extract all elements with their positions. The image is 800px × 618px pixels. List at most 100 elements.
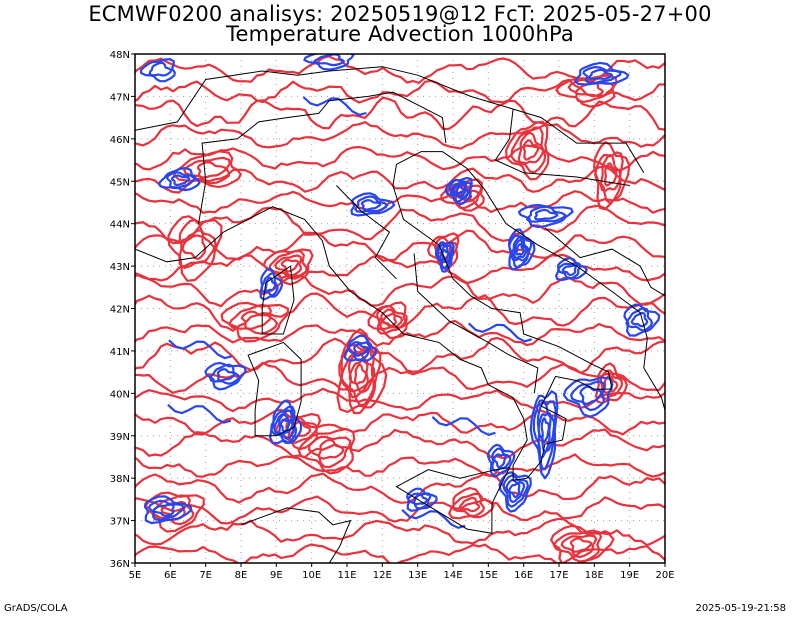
- chart-title-line2: Temperature Advection 1000hPa: [226, 22, 574, 46]
- y-tick-label: 48N: [110, 50, 130, 61]
- warm-advection-contours: [135, 55, 665, 563]
- swiss-border: [135, 70, 298, 131]
- cold-contour-core: [510, 235, 530, 262]
- cold-contour-core: [502, 474, 529, 508]
- cold-contour-core: [407, 492, 432, 510]
- warm-contour-line: [135, 292, 665, 332]
- lat-lon-grid: [135, 54, 665, 563]
- warm-contour-core: [552, 529, 602, 563]
- y-tick-label: 47N: [110, 92, 130, 103]
- warm-contour-core: [555, 74, 618, 108]
- cold-contour-core: [534, 208, 559, 221]
- warm-contour-core: [595, 362, 628, 405]
- italy-coastline: [223, 151, 613, 481]
- cold-contour-core: [143, 495, 193, 525]
- warm-contour-line: [135, 495, 665, 525]
- cold-contour-core: [625, 307, 654, 332]
- cold-contour-core: [579, 385, 603, 405]
- cold-contour-core: [449, 180, 469, 200]
- y-tick-label: 37N: [110, 517, 130, 528]
- warm-contour-core: [262, 248, 314, 286]
- cold-contour-core: [209, 363, 240, 385]
- cold-contour-core: [508, 482, 521, 499]
- warm-contour-line: [135, 517, 665, 547]
- cold-contour-core: [526, 205, 567, 223]
- cold-contour-core: [158, 166, 201, 192]
- cold-contour-core: [273, 409, 296, 440]
- warm-contour-core: [353, 363, 368, 385]
- warm-contour-core: [308, 435, 352, 469]
- x-tick-label: 12E: [373, 570, 392, 581]
- cold-contour-core: [303, 54, 355, 71]
- cold-contour-core: [313, 54, 345, 67]
- cold-contour-core: [434, 241, 455, 273]
- cold-contour-core: [588, 68, 614, 80]
- cold-contour-core: [555, 256, 588, 282]
- y-tick-label: 36N: [110, 559, 130, 570]
- warm-contour-core: [458, 496, 481, 513]
- warm-contour-line: [135, 428, 665, 460]
- cold-contour-core: [498, 471, 532, 513]
- cold-contour-core: [444, 176, 473, 206]
- corsica-coastline: [261, 265, 295, 335]
- warm-contour-core: [599, 369, 623, 401]
- warm-contour-line: [135, 387, 665, 413]
- tunisia-coastline: [240, 507, 352, 563]
- cold-contour-core: [630, 311, 649, 328]
- cold-contour-core: [412, 493, 429, 506]
- cold-contour-core: [452, 183, 467, 198]
- y-tick-label: 42N: [110, 305, 130, 316]
- warm-contour-line: [135, 472, 665, 504]
- warm-contour-core: [376, 305, 408, 335]
- cold-contour-core: [264, 276, 277, 292]
- cold-contour-core: [278, 413, 294, 436]
- cold-contour-core: [139, 58, 176, 83]
- cold-contour-core: [570, 380, 606, 412]
- warm-contour-core: [440, 178, 485, 212]
- cold-contour-core: [486, 443, 516, 478]
- x-tick-label: 7E: [199, 570, 212, 581]
- warm-contour-line: [135, 144, 665, 172]
- cold-contour-core: [353, 343, 369, 357]
- warm-contour-line: [135, 204, 665, 245]
- cold-contour-core: [517, 203, 574, 229]
- cold-contour-core: [439, 244, 452, 264]
- cold-contour-core: [166, 171, 197, 190]
- warm-contour-line: [135, 121, 665, 150]
- y-tick-label: 46N: [110, 135, 130, 146]
- chart-title-line1: ECMWF0200 analisys: 20250519@12 FcT: 202…: [88, 2, 712, 26]
- footer-timestamp: 2025-05-19-21:58: [695, 603, 786, 614]
- warm-contour-line: [135, 408, 665, 436]
- cold-contour-line: [401, 508, 466, 529]
- x-tick-label: 9E: [270, 570, 283, 581]
- sicily-coastline: [395, 466, 511, 534]
- warm-contour-core: [569, 537, 593, 553]
- cold-contour-core: [260, 272, 279, 297]
- cold-contour-core: [532, 399, 557, 471]
- balkan-coastline: [442, 151, 665, 411]
- warm-contour-core: [451, 492, 485, 518]
- warm-contour-line: [135, 190, 665, 214]
- warm-contour-core: [228, 303, 279, 335]
- cold-contour-core: [557, 262, 582, 280]
- warm-contour-line: [135, 453, 665, 478]
- italy-regional-borders-north: [336, 185, 397, 280]
- cold-contour-core: [493, 453, 507, 469]
- warm-contour-core: [268, 250, 308, 280]
- x-tick-label: 16E: [514, 570, 533, 581]
- france-coastline: [135, 231, 224, 263]
- warm-contour-line: [135, 273, 665, 308]
- cold-contour-line: [302, 96, 367, 116]
- cold-contour-line: [467, 322, 533, 343]
- x-tick-label: 20E: [655, 570, 674, 581]
- x-tick-label: 15E: [479, 570, 498, 581]
- cold-contour-core: [562, 376, 614, 418]
- cold-contour-core: [279, 418, 291, 433]
- croatia-border: [494, 109, 630, 186]
- cold-contour-line: [168, 339, 233, 360]
- x-axis-ticks: 5E 6E 7E 8E 9E 10E 11E 12E 13E 14E 15E 16E 17E 18E 19E…: [129, 563, 675, 581]
- warm-contour-line: [135, 96, 665, 131]
- italy-regional-borders: [413, 253, 539, 394]
- warm-contour-core: [510, 126, 547, 174]
